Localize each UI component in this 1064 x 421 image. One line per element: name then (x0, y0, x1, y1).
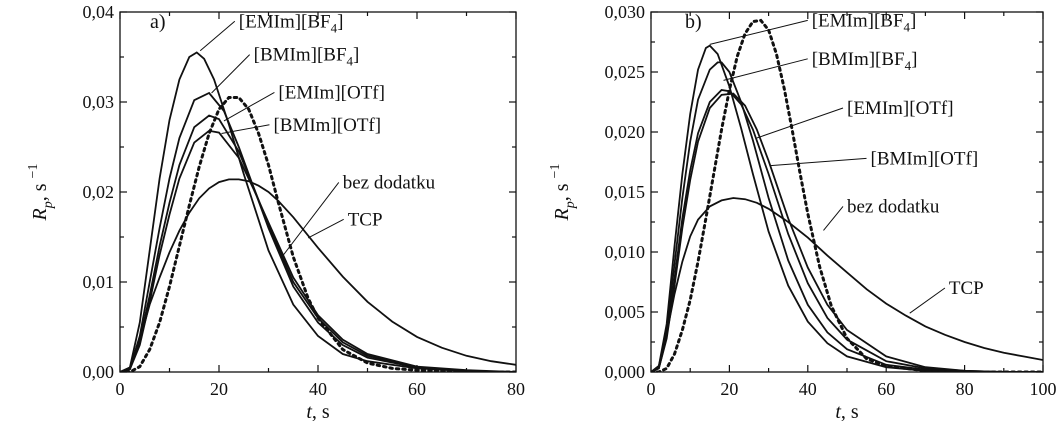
series-label-text: [EMIm][OTf] (278, 82, 385, 103)
series-label-text: [EMIm][BF (812, 10, 904, 31)
y-tick-label: 0,005 (605, 302, 646, 322)
series-line-emim-otf (651, 89, 1043, 372)
label-leader-line (709, 19, 808, 45)
y-tick-label: 0,000 (605, 362, 646, 382)
series-label-emim-bf4: [EMIm][BF4] (239, 11, 344, 35)
y-tick-label: 0,020 (605, 122, 646, 142)
panel-label: a) (150, 11, 166, 33)
label-leader-line (909, 287, 946, 314)
y-axis-unit: , s (551, 178, 573, 201)
series-label-text: [BMIm][BF (254, 45, 347, 66)
chart-panel-a: a)0 20 40 60 800,000,010,020,030,04t, sRp, s… (26, 2, 525, 421)
series-label-bmim-otf: [BMIm][OTf] (871, 148, 979, 169)
series-label-subscript: 4 (347, 54, 354, 69)
series-label-subscript: 4 (904, 19, 911, 34)
label-leader-line (199, 20, 236, 52)
label-leader-line (770, 157, 867, 167)
x-tick-label: 80 (956, 379, 974, 399)
x-tick-label: 40 (309, 379, 327, 399)
series-label-text: bez dodatku (847, 196, 940, 217)
label-leader-line (823, 206, 844, 231)
y-tick-label: 0,00 (83, 362, 115, 382)
series-label-text: TCP (348, 209, 383, 230)
label-leader-line (756, 107, 844, 139)
x-axis-title: t, s (306, 401, 330, 421)
y-axis-unit: , s (29, 178, 51, 201)
y-tick-label: 0,04 (83, 2, 115, 22)
x-tick-label: 20 (720, 379, 738, 399)
label-leader-line (223, 91, 275, 122)
series-label-text: [BMIm][OTf] (273, 115, 381, 136)
label-leader-line (211, 54, 251, 94)
series-label-close: ] (910, 10, 916, 31)
series-label-text: [EMIm][BF (239, 11, 331, 32)
x-axis-unit: , s (841, 401, 859, 421)
series-label-bez-dodatku: bez dodatku (847, 196, 940, 217)
chart-panel-b: b) 0 20 40 60 80 100 0,000 0,005 0,010 0,015 0,020 0… (548, 2, 1057, 421)
series-label-text: bez dodatku (343, 172, 436, 193)
label-leader-line (307, 218, 344, 239)
series-label-tcp: TCP (348, 209, 383, 230)
series-line-emim-otf (120, 114, 516, 372)
x-tick-label: 100 (1030, 379, 1057, 399)
x-tick-label: 0 (116, 379, 125, 399)
y-axis-subscript: p (41, 201, 56, 209)
series-label-emim-otf: [EMIm][OTf] (847, 98, 954, 119)
y-axis-symbol: R (551, 208, 573, 221)
series-label-emim-bf4: [EMIm][BF4] (812, 10, 917, 34)
x-tick-label: 0 (647, 379, 656, 399)
x-tick-label: 40 (799, 379, 817, 399)
panel-label: b) (685, 11, 702, 33)
x-axis-symbol: t (306, 401, 312, 421)
series-line-bez-dodatku (120, 96, 516, 372)
series-line-tcp (651, 197, 1043, 372)
series-label-close: ] (353, 45, 359, 66)
series-label-bez-dodatku: bez dodatku (343, 172, 436, 193)
x-axis-unit: , s (312, 401, 330, 421)
series-label-emim-otf: [EMIm][OTf] (278, 82, 385, 103)
label-leader-line (221, 124, 270, 134)
y-axis-exponent: −1 (26, 164, 41, 179)
x-axis-symbol: t (835, 401, 841, 421)
label-leader-line (723, 58, 808, 81)
y-tick-label: 0,02 (83, 182, 115, 202)
series-line-bez-dodatku (651, 18, 1043, 372)
series-line-bmim-otf (120, 129, 516, 372)
y-tick-label: 0,01 (83, 272, 115, 292)
series-label-subscript: 4 (905, 58, 912, 73)
y-axis-symbol: R (29, 208, 51, 221)
x-axis-title: t, s (835, 401, 859, 421)
series-label-subscript: 4 (331, 20, 338, 35)
y-tick-label: 0,030 (605, 2, 646, 22)
series-line-bmim-otf (651, 92, 1043, 372)
series-label-bmim-otf: [BMIm][OTf] (273, 115, 381, 136)
y-axis-title: Rp, s −1 (26, 164, 56, 222)
y-tick-label: 0,015 (605, 182, 646, 202)
x-tick-label: 60 (877, 379, 895, 399)
label-leader-line (282, 182, 340, 256)
y-tick-label: 0,025 (605, 62, 646, 82)
x-tick-label: 20 (210, 379, 228, 399)
y-axis-subscript: p (563, 201, 578, 209)
series-label-text: [EMIm][OTf] (847, 98, 954, 119)
x-tick-label: 60 (408, 379, 426, 399)
series-label-bmim-bf4: [BMIm][BF4] (812, 49, 918, 73)
y-axis-exponent: −1 (548, 164, 563, 179)
y-tick-label: 0,03 (83, 92, 115, 112)
series-label-close: ] (911, 49, 917, 70)
series-line-emim-bf4 (651, 44, 1043, 372)
y-tick-label: 0,010 (605, 242, 646, 262)
series-line-bmim-bf4 (120, 91, 516, 372)
series-label-bmim-bf4: [BMIm][BF4] (254, 45, 360, 69)
series-label-tcp: TCP (949, 278, 984, 299)
y-axis-title: Rp, s −1 (548, 164, 578, 222)
series-label-close: ] (337, 11, 343, 32)
x-tick-label: 80 (507, 379, 525, 399)
series-label-text: [BMIm][BF (812, 49, 905, 70)
series-label-text: TCP (949, 278, 984, 299)
series-line-tcp (120, 178, 516, 372)
series-label-text: [BMIm][OTf] (871, 148, 979, 169)
